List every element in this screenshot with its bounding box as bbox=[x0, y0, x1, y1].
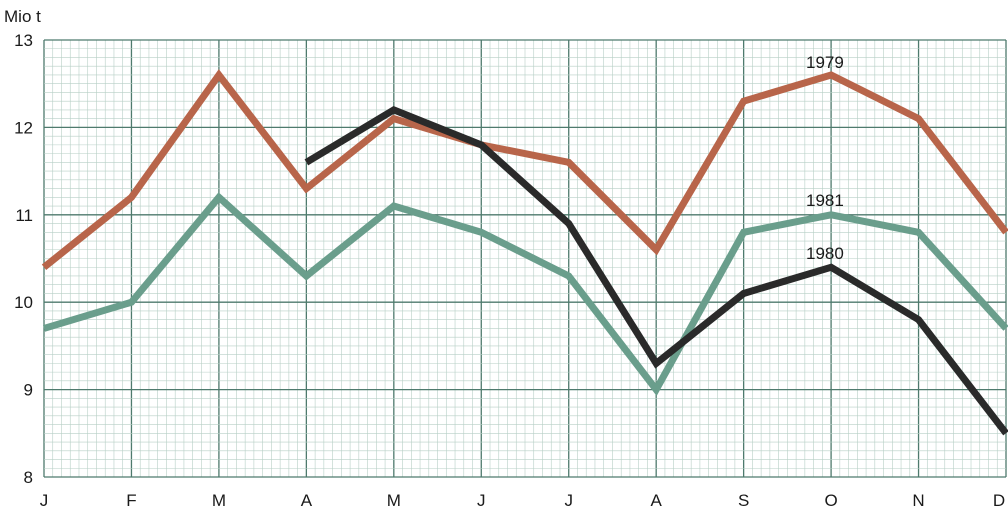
tick-labels: 8 9 10 11 12 13 J F M A M J J A S O N D bbox=[14, 31, 1005, 510]
x-tick-label: S bbox=[738, 491, 749, 510]
x-tick-label: J bbox=[564, 491, 573, 510]
y-tick-label: 10 bbox=[14, 293, 33, 312]
x-tick-label: A bbox=[651, 491, 663, 510]
series-label-1981: 1981 bbox=[806, 191, 844, 210]
x-tick-label: N bbox=[912, 491, 924, 510]
x-tick-label: J bbox=[477, 491, 486, 510]
series-label-1979: 1979 bbox=[806, 53, 844, 72]
y-tick-label: 9 bbox=[24, 381, 33, 400]
y-axis-unit: Mio t bbox=[4, 7, 41, 26]
y-tick-label: 8 bbox=[24, 468, 33, 487]
series-line-1980 bbox=[304, 106, 1008, 436]
x-tick-label: M bbox=[387, 491, 401, 510]
grid bbox=[43, 39, 1007, 478]
series-line-1981 bbox=[42, 192, 1008, 396]
x-tick-label: D bbox=[993, 491, 1005, 510]
x-tick-label: M bbox=[212, 491, 226, 510]
x-tick-label: O bbox=[824, 491, 837, 510]
y-tick-label: 12 bbox=[14, 118, 33, 137]
series-lines bbox=[41, 69, 1008, 436]
y-tick-label: 11 bbox=[15, 206, 33, 225]
series-label-1980: 1980 bbox=[806, 244, 844, 263]
y-tick-label: 13 bbox=[14, 31, 33, 50]
x-tick-label: A bbox=[301, 491, 313, 510]
x-tick-label: F bbox=[126, 491, 136, 510]
series-line-1979 bbox=[41, 69, 1008, 270]
x-tick-label: J bbox=[40, 491, 49, 510]
